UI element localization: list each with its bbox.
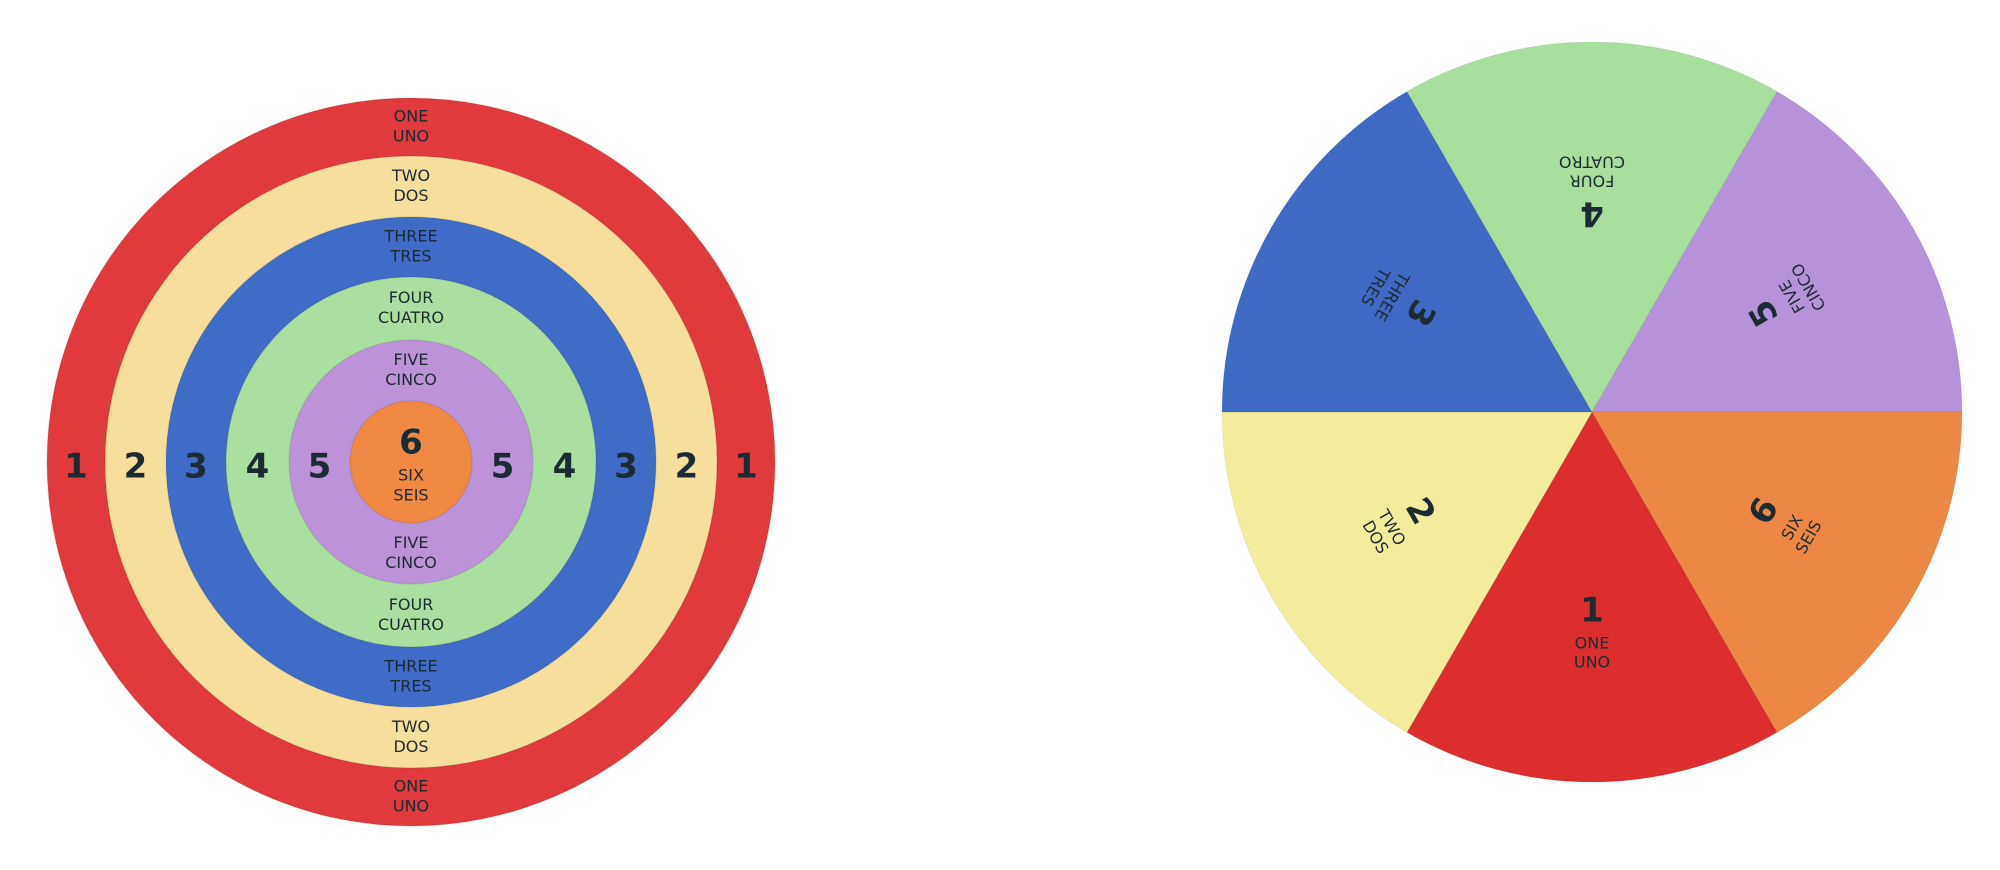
ring-spanish: DOS <box>393 737 428 756</box>
ring-spanish: CUATRO <box>378 615 444 634</box>
segment-number: 4 <box>1580 194 1604 234</box>
ring-spanish: UNO <box>393 127 429 146</box>
wheel-segment <box>1221 90 1593 413</box>
ring-english: TWO <box>391 717 430 736</box>
ring-spanish: DOS <box>393 186 428 205</box>
ring-number: 3 <box>184 447 208 487</box>
ring-number: 5 <box>491 447 515 487</box>
ring-spanish: SEIS <box>393 486 428 505</box>
ring-number: 1 <box>734 447 758 487</box>
ring-number: 6 <box>399 423 423 463</box>
wheel-segment <box>1406 41 1778 414</box>
ring-spanish: CUATRO <box>378 308 444 327</box>
segment-spanish: CUATRO <box>1559 153 1625 172</box>
ring-english: THREE <box>383 227 437 246</box>
ring-number: 1 <box>64 447 88 487</box>
wheel-segment <box>1591 411 1963 734</box>
wheel-segment <box>1591 90 1963 413</box>
segment-english: FOUR <box>1570 172 1615 191</box>
ring-number: 3 <box>614 447 638 487</box>
ring-english: TWO <box>391 166 430 185</box>
wheel-mat: 1ONEUNO2TWODOS3THREETRES4FOURCUATRO5FIVE… <box>1221 41 1963 783</box>
ring-spanish: UNO <box>393 797 429 816</box>
ring-english: ONE <box>394 107 429 126</box>
ring-spanish: CINCO <box>385 370 437 389</box>
ring-english: FOUR <box>389 595 434 614</box>
ring-number: 4 <box>246 447 270 487</box>
ring-number: 5 <box>308 447 332 487</box>
ring-number: 4 <box>553 447 577 487</box>
ring-english: ONE <box>394 777 429 796</box>
ring-english: SIX <box>398 466 424 485</box>
ring-english: FIVE <box>394 533 429 552</box>
target-mat: 1ONEUNO1ONEUNO2TWODOS2TWODOS3THREETRES3T… <box>46 97 776 827</box>
wheel-segment <box>1221 411 1593 734</box>
ring-english: THREE <box>383 657 437 676</box>
wheel-segment <box>1406 411 1778 783</box>
ring-number: 2 <box>124 447 148 487</box>
segment-spanish: UNO <box>1574 653 1610 672</box>
segment-english: ONE <box>1575 634 1610 653</box>
segment-number: 1 <box>1580 591 1604 631</box>
ring <box>349 400 473 524</box>
ring-english: FIVE <box>394 350 429 369</box>
ring-spanish: TRES <box>389 247 431 266</box>
ring-number: 2 <box>675 447 699 487</box>
ring-spanish: TRES <box>389 677 431 696</box>
ring-english: FOUR <box>389 288 434 307</box>
ring-spanish: CINCO <box>385 553 437 572</box>
